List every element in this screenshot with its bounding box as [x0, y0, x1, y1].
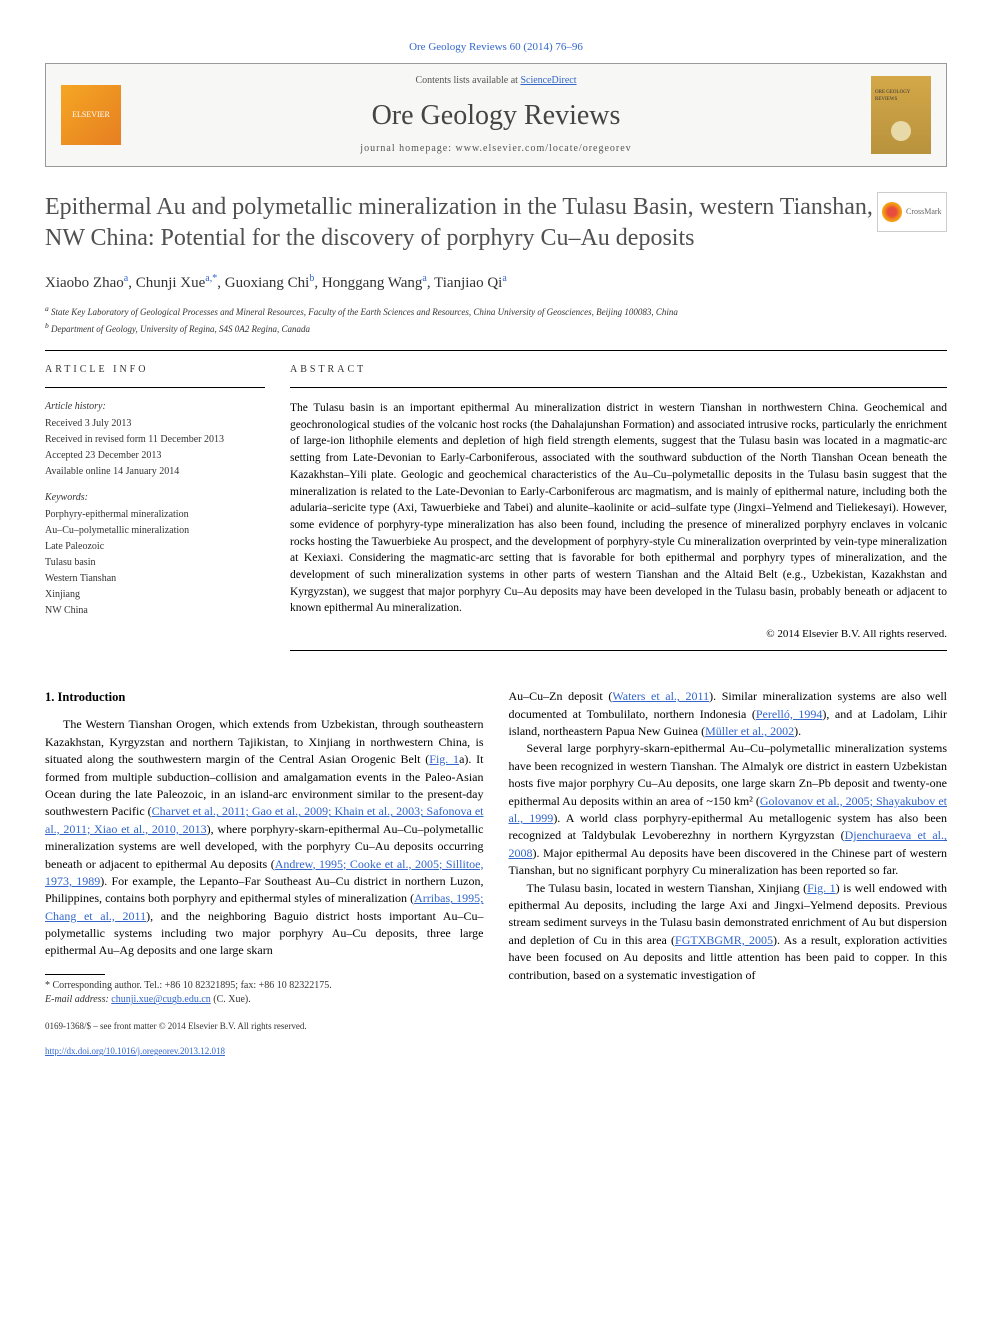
keywords-label: Keywords: [45, 491, 265, 505]
intro-p1: The Western Tianshan Orogen, which exten… [45, 716, 484, 959]
intro-heading: 1. Introduction [45, 688, 484, 706]
intro-p1-cont: Au–Cu–Zn deposit (Waters et al., 2011). … [509, 688, 948, 740]
author-3-aff: a [422, 273, 426, 284]
divider [45, 350, 947, 351]
history-3: Available online 14 January 2014 [45, 465, 265, 479]
kw-4: Western Tianshan [45, 572, 265, 586]
info-divider [45, 387, 265, 388]
contents-prefix: Contents lists available at [415, 75, 520, 86]
refs6-link[interactable]: Müller et al., 2002 [705, 724, 794, 738]
sciencedirect-link[interactable]: ScienceDirect [520, 75, 576, 86]
article-title: Epithermal Au and polymetallic mineraliz… [45, 192, 877, 254]
body-col-right: Au–Cu–Zn deposit (Waters et al., 2011 ). … [509, 688, 948, 1058]
email-suffix: (C. Xue). [211, 994, 251, 1005]
intro-p2: Several large porphyry-skarn-epithermal … [509, 740, 948, 879]
fig1b-link[interactable]: Fig. 1 [807, 881, 836, 895]
abstract-end-divider [290, 650, 947, 651]
txt: ). [794, 724, 801, 738]
crossmark-badge[interactable]: CrossMark [877, 192, 947, 232]
cover-title: ORE GEOLOGY REVIEWS [875, 89, 927, 103]
contents-line: Contents lists available at ScienceDirec… [121, 74, 871, 88]
footnote-separator [45, 974, 105, 975]
intro-p3: The Tulasu basin, located in western Tia… [509, 880, 948, 984]
author-3: Honggang Wang [322, 275, 423, 291]
crossmark-label: CrossMark [906, 206, 942, 217]
author-4-aff: a [502, 273, 506, 284]
author-1-aff: a,* [205, 273, 217, 284]
refs5-link[interactable]: Perelló, 1994 [756, 707, 823, 721]
history-0: Received 3 July 2013 [45, 417, 265, 431]
author-0: Xiaobo Zhao [45, 275, 124, 291]
crossmark-icon [882, 202, 902, 222]
author-0-aff: a [124, 273, 128, 284]
footer-copyright: 0169-1368/$ – see front matter © 2014 El… [45, 1020, 484, 1033]
cover-emblem-icon [891, 121, 911, 141]
kw-1: Au–Cu–polymetallic mineralization [45, 524, 265, 538]
abstract-divider [290, 387, 947, 388]
journal-cover-thumb: ORE GEOLOGY REVIEWS [871, 76, 931, 154]
aff-0-text: State Key Laboratory of Geological Proce… [51, 307, 678, 317]
author-2-aff: b [309, 273, 314, 284]
txt: The Western Tianshan Orogen, which exten… [45, 717, 484, 766]
author-2: Guoxiang Chi [225, 275, 310, 291]
journal-issue-link[interactable]: Ore Geology Reviews 60 (2014) 76–96 [45, 40, 947, 55]
kw-0: Porphyry-epithermal mineralization [45, 508, 265, 522]
aff-0-sup: a [45, 304, 49, 313]
author-4: Tianjiao Qi [434, 275, 502, 291]
aff-1-sup: b [45, 321, 49, 330]
abstract-block: ABSTRACT The Tulasu basin is an importan… [290, 363, 947, 663]
corresponding-author: * Corresponding author. Tel.: +86 10 823… [45, 979, 484, 994]
kw-2: Late Paleozoic [45, 540, 265, 554]
email-link[interactable]: chunji.xue@cugb.edu.cn [111, 994, 210, 1005]
txt: The Tulasu basin, located in western Tia… [527, 881, 808, 895]
journal-header: ELSEVIER Contents lists available at Sci… [45, 63, 947, 166]
affiliations: a State Key Laboratory of Geological Pro… [45, 304, 947, 335]
abstract-text: The Tulasu basin is an important epither… [290, 400, 947, 617]
kw-6: NW China [45, 604, 265, 618]
article-info-heading: ARTICLE INFO [45, 363, 265, 377]
refs9-link[interactable]: FGTXBGMR, 2005 [675, 933, 773, 947]
elsevier-logo: ELSEVIER [61, 85, 121, 145]
refs4-link[interactable]: Waters et al., 2011 [612, 689, 709, 703]
email-label: E-mail address: [45, 994, 111, 1005]
aff-1-text: Department of Geology, University of Reg… [51, 324, 310, 334]
history-1: Received in revised form 11 December 201… [45, 433, 265, 447]
doi-link[interactable]: http://dx.doi.org/10.1016/j.oregeorev.20… [45, 1046, 225, 1056]
kw-3: Tulasu basin [45, 556, 265, 570]
kw-5: Xinjiang [45, 588, 265, 602]
history-label: Article history: [45, 400, 265, 414]
abstract-heading: ABSTRACT [290, 363, 947, 377]
fig1-link[interactable]: Fig. 1 [429, 752, 459, 766]
author-1: Chunji Xue [136, 275, 206, 291]
corresponding-email: E-mail address: chunji.xue@cugb.edu.cn (… [45, 993, 484, 1008]
authors-line: Xiaobo Zhaoa, Chunji Xuea,*, Guoxiang Ch… [45, 272, 947, 294]
abstract-copyright: © 2014 Elsevier B.V. All rights reserved… [290, 627, 947, 642]
txt: ). Major epithermal Au deposits have bee… [509, 846, 948, 877]
txt: Au–Cu–Zn deposit ( [509, 689, 613, 703]
journal-name: Ore Geology Reviews [121, 96, 871, 135]
history-2: Accepted 23 December 2013 [45, 449, 265, 463]
body-col-left: 1. Introduction The Western Tianshan Oro… [45, 688, 484, 1058]
article-info-block: ARTICLE INFO Article history: Received 3… [45, 363, 265, 663]
journal-homepage: journal homepage: www.elsevier.com/locat… [121, 142, 871, 156]
